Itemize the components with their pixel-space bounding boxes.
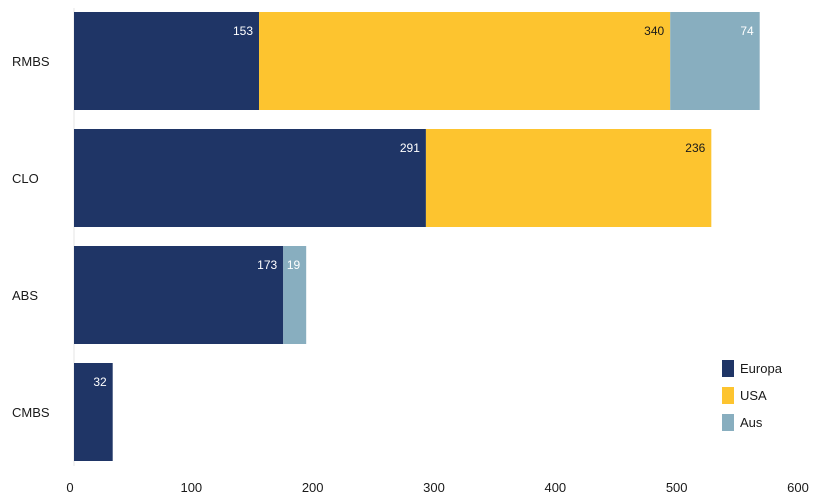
x-tick-label-300: 300 — [423, 480, 445, 495]
legend-label-europa: Europa — [740, 361, 783, 376]
x-tick-label-600: 600 — [787, 480, 809, 495]
data-label-abs-aus: 19 — [287, 258, 301, 272]
data-label-cmbs-europa: 32 — [93, 375, 107, 389]
data-label-clo-usa: 236 — [685, 141, 705, 155]
category-label-cmbs: CMBS — [12, 405, 50, 420]
x-axis-ticks-group: 0 100 200 300 400 500 600 — [66, 480, 808, 495]
legend-label-usa: USA — [740, 388, 767, 403]
category-label-clo: CLO — [12, 171, 39, 186]
bar-rmbs-europa — [74, 12, 260, 110]
legend-swatch-usa — [722, 387, 734, 404]
legend-label-aus: Aus — [740, 415, 763, 430]
legend-swatch-europa — [722, 360, 734, 377]
legend: Europa USA Aus — [722, 360, 783, 431]
legend-swatch-aus — [722, 414, 734, 431]
data-label-rmbs-aus: 74 — [740, 24, 754, 38]
x-tick-label-400: 400 — [544, 480, 566, 495]
x-tick-label-500: 500 — [666, 480, 688, 495]
data-label-rmbs-usa: 340 — [644, 24, 664, 38]
bar-clo-europa — [74, 129, 426, 227]
bar-clo-usa — [425, 129, 712, 227]
x-tick-label-100: 100 — [180, 480, 202, 495]
bar-rmbs-aus — [670, 12, 760, 110]
bars-group — [74, 12, 760, 461]
x-tick-label-200: 200 — [302, 480, 324, 495]
category-label-abs: ABS — [12, 288, 38, 303]
data-label-abs-europa: 173 — [257, 258, 277, 272]
data-labels-group: 153 340 74 291 236 173 19 32 — [93, 24, 754, 389]
bar-cmbs-europa — [74, 363, 113, 461]
bar-abs-europa — [74, 246, 284, 344]
bar-rmbs-usa — [259, 12, 671, 110]
data-label-clo-europa: 291 — [400, 141, 420, 155]
category-label-rmbs: RMBS — [12, 54, 50, 69]
data-label-rmbs-europa: 153 — [233, 24, 253, 38]
x-tick-label-0: 0 — [66, 480, 73, 495]
category-labels-group: RMBS CLO ABS CMBS — [12, 54, 50, 420]
bar-abs-aus — [283, 246, 307, 344]
